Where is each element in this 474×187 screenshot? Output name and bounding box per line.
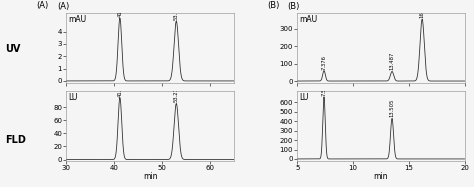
Text: mAU: mAU (68, 15, 86, 24)
Text: (A): (A) (57, 2, 69, 11)
Text: 7.5: 7.5 (321, 87, 327, 96)
Text: (A): (A) (36, 1, 48, 10)
Text: 13.505: 13.505 (390, 99, 394, 117)
Text: 41.0: 41.0 (118, 85, 122, 97)
Text: mAU: mAU (299, 15, 317, 24)
Text: 16.2: 16.2 (419, 6, 425, 18)
Text: (B): (B) (267, 1, 280, 10)
X-axis label: min: min (143, 172, 157, 181)
Text: 53.141: 53.141 (174, 2, 179, 20)
Text: 53.216: 53.216 (174, 84, 179, 102)
Text: LU: LU (299, 93, 308, 102)
Text: FLD: FLD (5, 135, 26, 145)
Text: (B): (B) (288, 2, 300, 11)
Text: 7.376: 7.376 (321, 55, 327, 70)
Text: LU: LU (68, 93, 77, 102)
X-axis label: min: min (374, 172, 388, 181)
Text: 41.0: 41.0 (118, 5, 122, 17)
Text: 13.487: 13.487 (390, 52, 394, 70)
Text: UV: UV (5, 44, 20, 54)
